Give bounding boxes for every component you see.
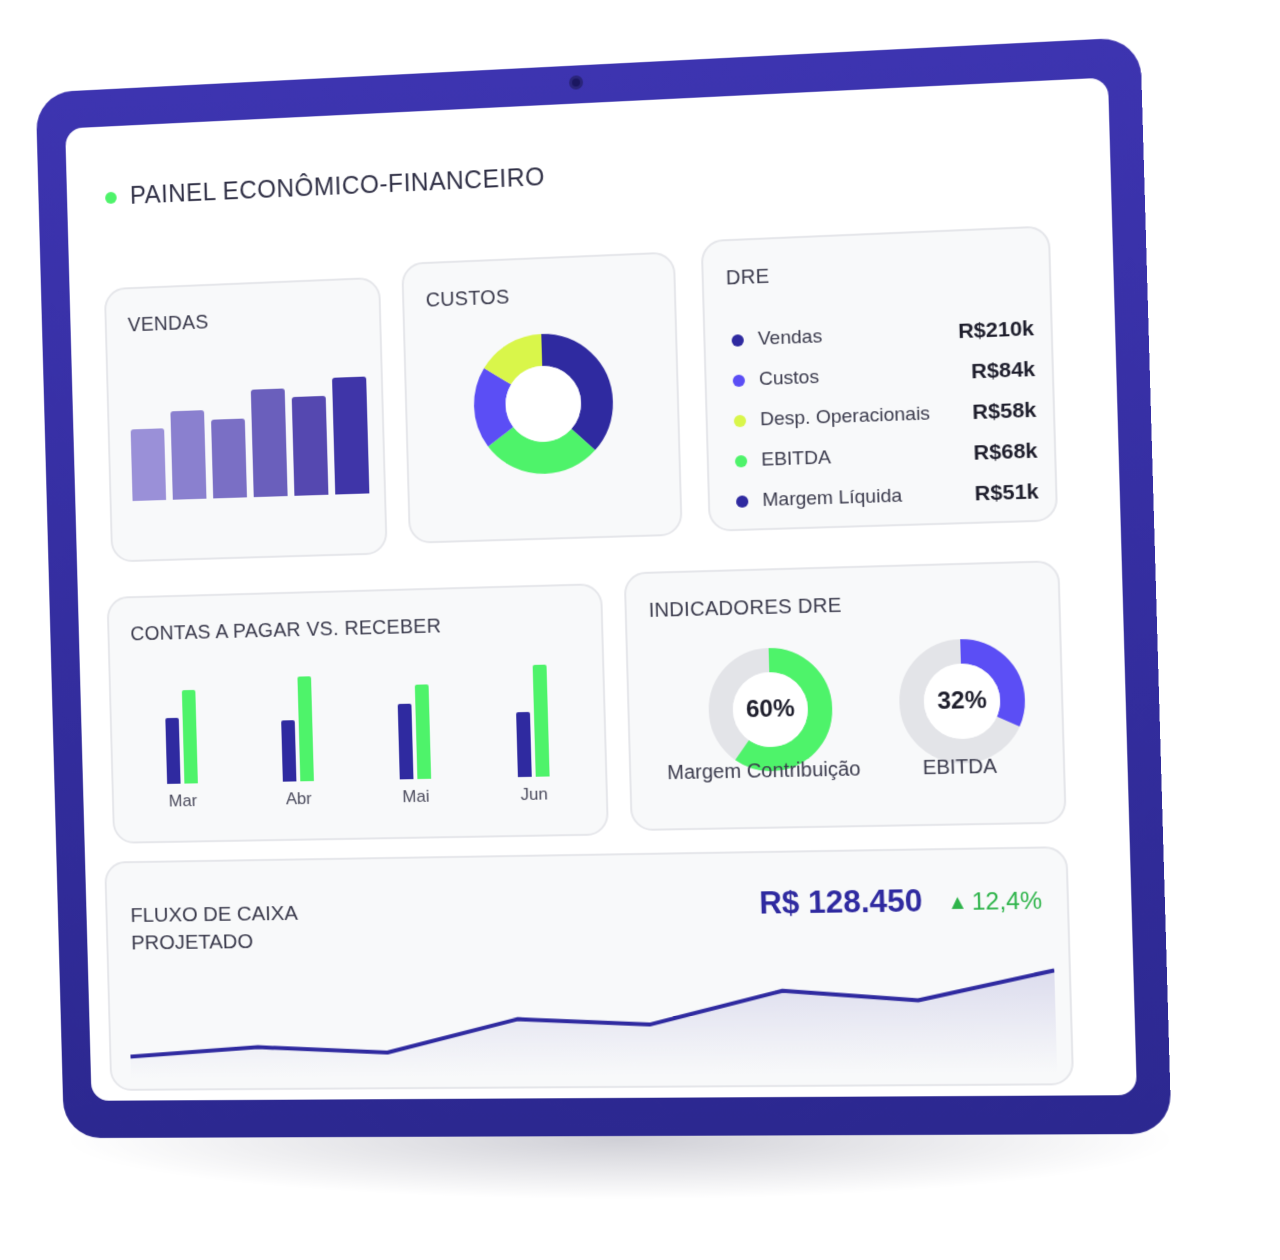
month-label: Abr xyxy=(270,789,329,810)
triangle-up-icon: ▲ xyxy=(947,891,968,915)
month-label: Jun xyxy=(504,784,564,805)
custos-donut-chart xyxy=(469,328,618,479)
dre-label: Desp. Operacionais xyxy=(760,402,973,432)
dre-row: EBITDA R$68k xyxy=(735,436,1038,476)
dre-value: R$58k xyxy=(972,398,1037,425)
indicadores-card[interactable]: INDICADORES DRE 60% Margem Contribuição 32… xyxy=(624,560,1067,831)
contas-bar-pagar xyxy=(398,704,414,780)
fluxo-line-chart xyxy=(128,940,1058,1079)
vendas-bar xyxy=(251,388,288,497)
dre-label: EBITDA xyxy=(761,442,974,471)
month-label: Mar xyxy=(154,791,212,812)
vendas-bar xyxy=(131,428,166,501)
dre-card[interactable]: DRE Vendas R$210k Custos R$84k Desp. Operaci… xyxy=(701,225,1059,531)
fluxo-area xyxy=(128,970,1057,1079)
dashboard-screen: PAINEL ECONÔMICO-FINANCEIRO VENDAS CUSTO… xyxy=(65,77,1137,1100)
vendas-title: VENDAS xyxy=(128,312,209,338)
contas-bar-chart: Mar Abr Mai Jun xyxy=(108,585,600,599)
dre-label: Custos xyxy=(759,361,972,391)
vendas-bar-chart xyxy=(106,279,378,290)
dre-value: R$210k xyxy=(958,317,1035,344)
custos-title: CUSTOS xyxy=(426,286,510,312)
vendas-card[interactable]: VENDAS xyxy=(104,277,388,563)
dre-row: Desp. Operacionais R$58k xyxy=(734,395,1037,436)
contas-bar-pagar xyxy=(516,712,532,777)
dashboard-header: PAINEL ECONÔMICO-FINANCEIRO xyxy=(105,163,546,212)
gauge-label: EBITDA xyxy=(896,753,1024,782)
fluxo-trend-value: 12,4% xyxy=(971,887,1042,916)
vendas-bar xyxy=(292,396,329,496)
dre-row: Margem Líquida R$51k xyxy=(736,477,1039,517)
dre-row: Vendas R$210k xyxy=(731,314,1034,356)
legend-dot-icon xyxy=(733,374,745,387)
fluxo-card[interactable]: FLUXO DE CAIXA PROJETADO R$ 128.450 ▲ 12… xyxy=(104,846,1074,1091)
custos-card[interactable]: CUSTOS xyxy=(401,251,683,543)
dre-list: Vendas R$210k Custos R$84k Desp. Operacionai… xyxy=(703,228,1048,243)
camera-icon xyxy=(569,75,583,90)
contas-title: CONTAS A PAGAR VS. RECEBER xyxy=(130,615,441,646)
legend-dot-icon xyxy=(732,334,744,347)
contas-card[interactable]: CONTAS A PAGAR VS. RECEBER Mar Abr Mai Jun xyxy=(107,583,609,844)
legend-dot-icon xyxy=(734,415,746,428)
gauge-value: 60% xyxy=(706,646,835,774)
contas-bar-pagar xyxy=(281,720,296,782)
dre-value: R$68k xyxy=(973,439,1038,466)
dre-value: R$84k xyxy=(971,358,1036,385)
contas-bar-pagar xyxy=(165,718,180,784)
page-title: PAINEL ECONÔMICO-FINANCEIRO xyxy=(130,163,546,211)
indicadores-gauges: 60% Margem Contribuição 32% EBITDA xyxy=(626,562,1058,574)
tablet-bezel: PAINEL ECONÔMICO-FINANCEIRO VENDAS CUSTO… xyxy=(36,37,1172,1138)
contas-bar-receber xyxy=(415,684,431,779)
legend-dot-icon xyxy=(735,455,747,467)
vendas-bar xyxy=(332,377,369,495)
contas-bar-receber xyxy=(297,676,313,781)
legend-dot-icon xyxy=(736,495,748,507)
contas-bar-receber xyxy=(182,690,198,784)
dre-title: DRE xyxy=(726,266,770,291)
dre-value: R$51k xyxy=(974,480,1039,506)
gauge-label: Margem Contribuição xyxy=(667,756,870,786)
fluxo-trend: ▲ 12,4% xyxy=(947,887,1043,917)
gauge: 60% xyxy=(706,646,835,774)
dre-row: Custos R$84k xyxy=(732,355,1035,396)
dre-label: Margem Líquida xyxy=(762,483,975,512)
contas-bar-receber xyxy=(533,665,550,777)
vendas-bar xyxy=(211,419,247,499)
month-label: Mai xyxy=(386,786,445,807)
gauge: 32% xyxy=(897,637,1028,766)
gauge-value: 32% xyxy=(897,637,1028,766)
indicadores-title: INDICADORES DRE xyxy=(648,595,842,623)
vendas-bar xyxy=(170,410,206,500)
dre-label: Vendas xyxy=(758,321,959,351)
fluxo-value: R$ 128.450 xyxy=(759,883,923,922)
status-dot-icon xyxy=(105,191,117,203)
